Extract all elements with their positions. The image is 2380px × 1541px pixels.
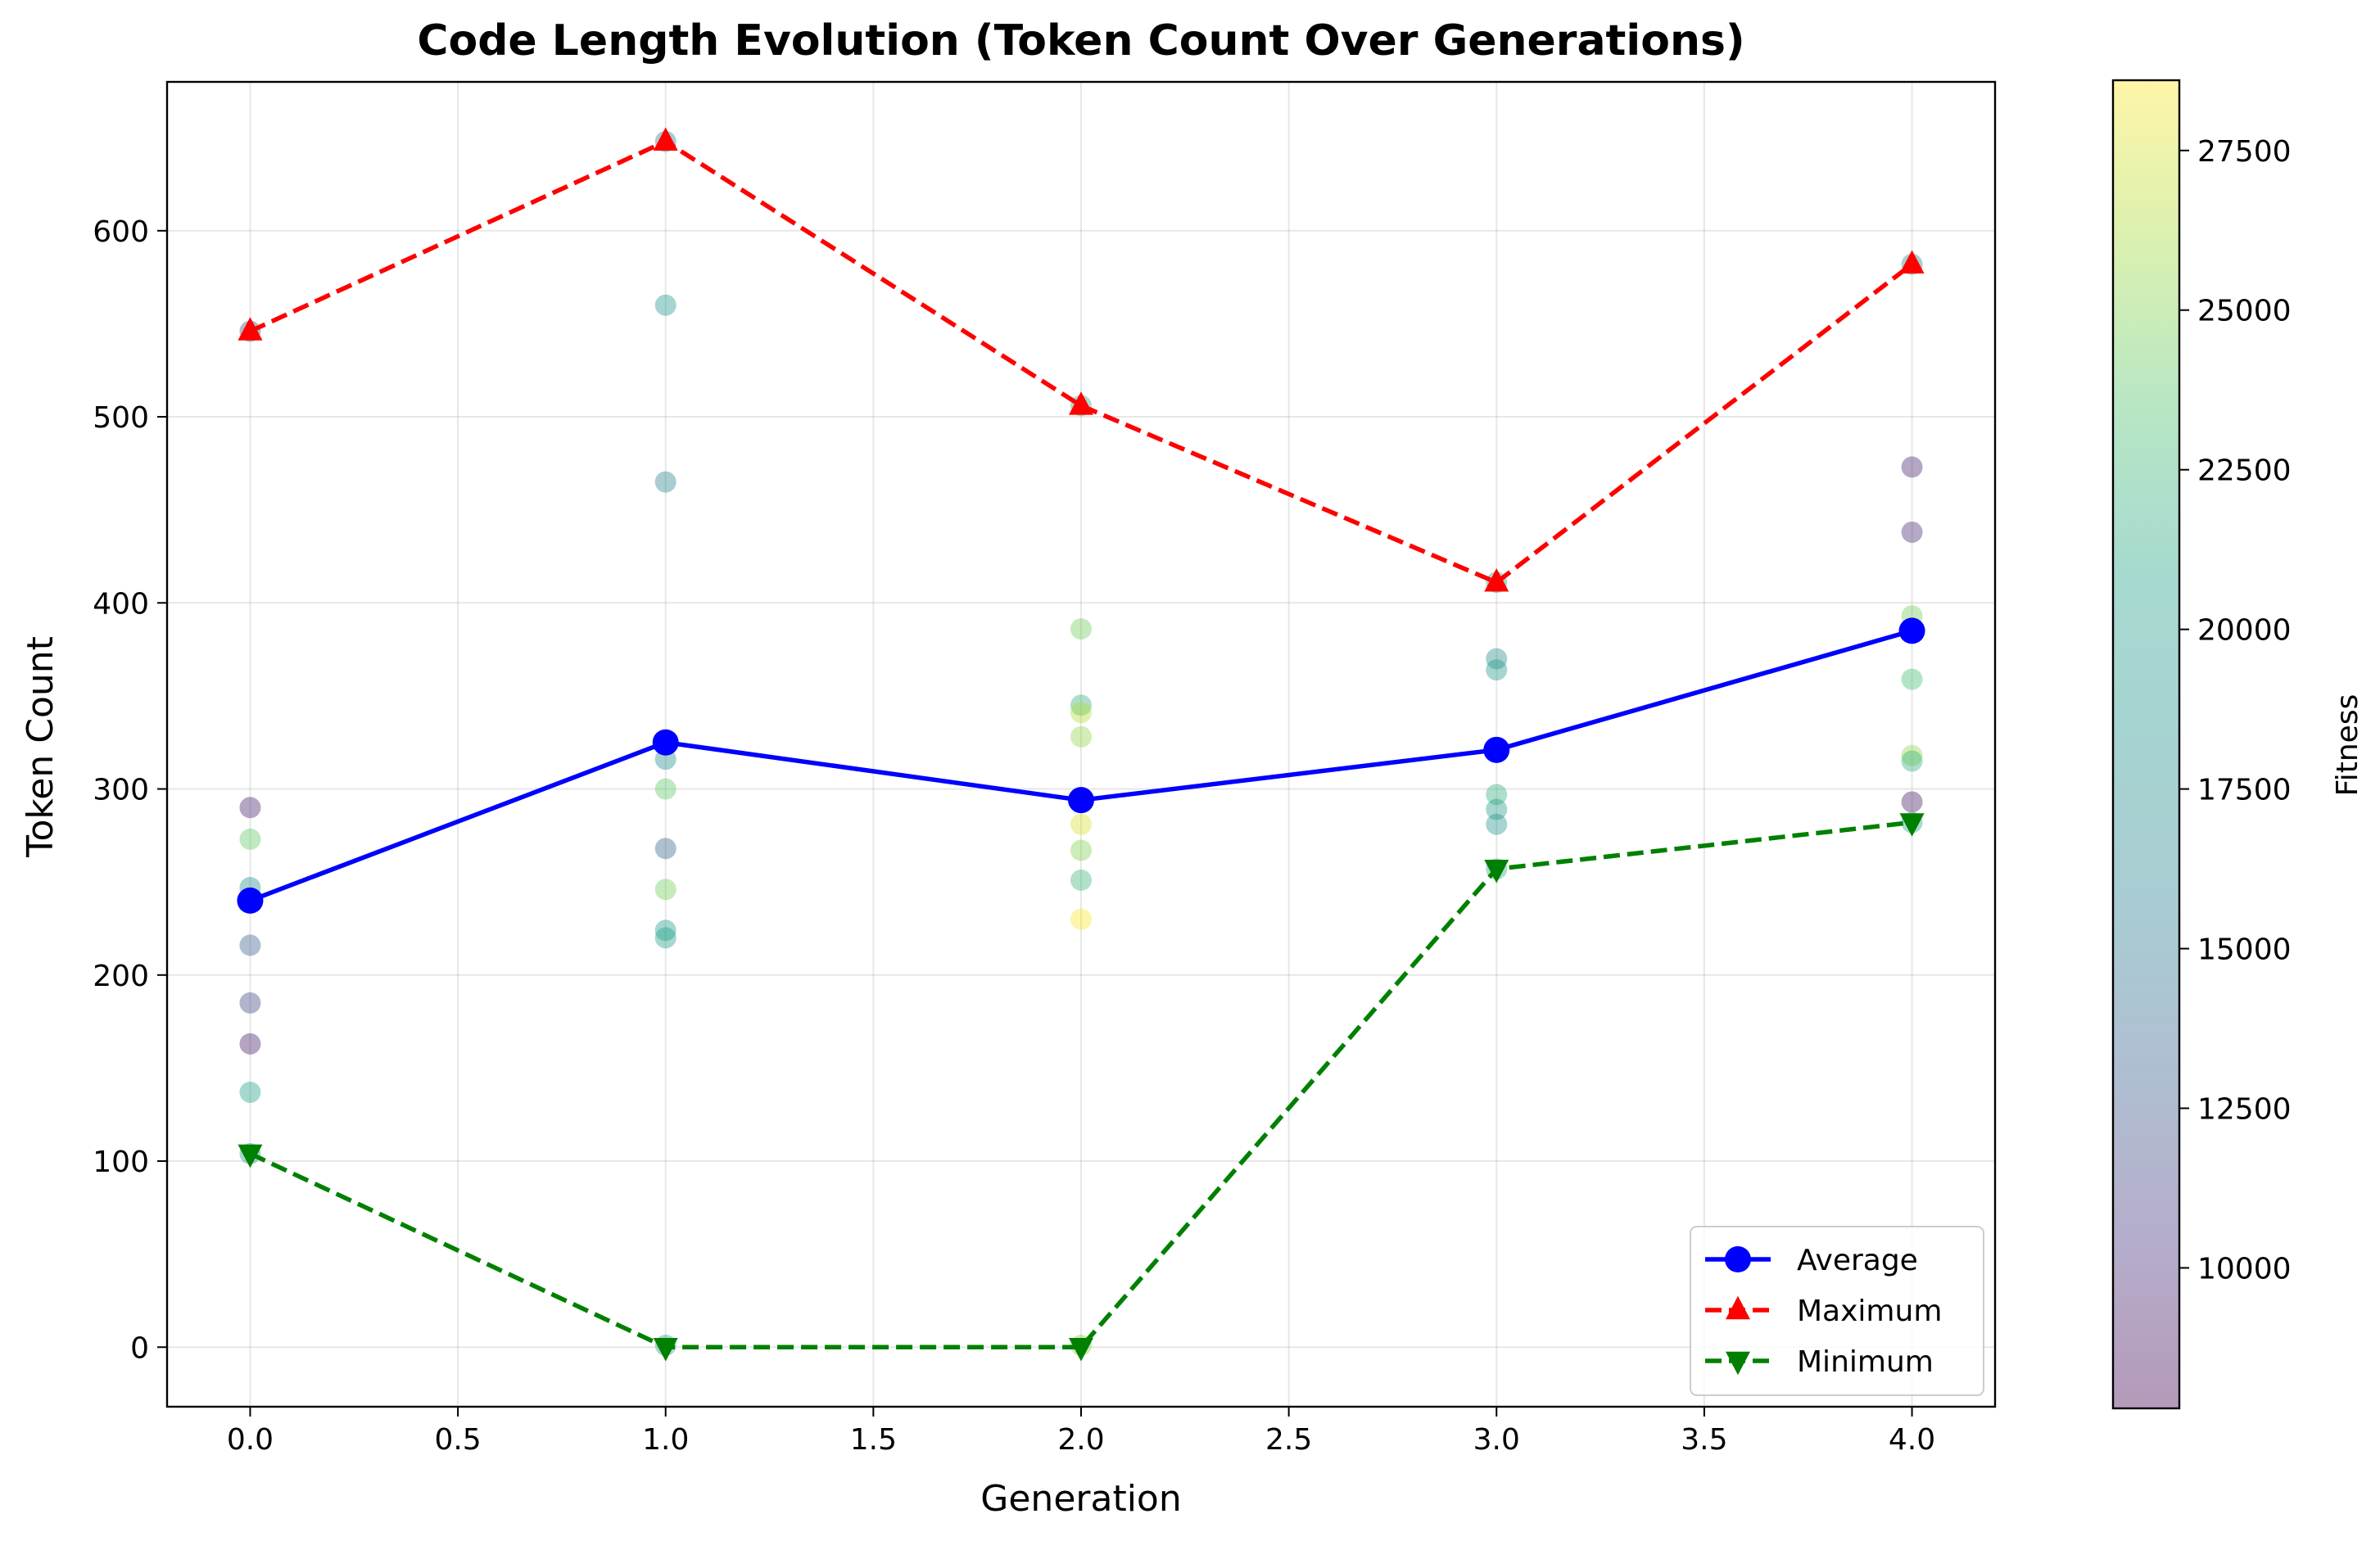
scatter-point xyxy=(654,879,676,901)
legend-label-average: Average xyxy=(1797,1244,1918,1277)
scatter-point xyxy=(1901,791,1923,813)
scatter-point xyxy=(1901,750,1923,772)
legend-label-maximum: Maximum xyxy=(1797,1295,1942,1328)
x-tick-label: 4.0 xyxy=(1889,1423,1935,1457)
scatter-point xyxy=(1070,813,1092,835)
scatter-point xyxy=(1486,659,1508,681)
x-axis-label: Generation xyxy=(980,1478,1181,1520)
legend-marker-average xyxy=(1725,1246,1751,1272)
colorbar-tick-label: 25000 xyxy=(2197,295,2292,328)
y-axis-ticks: 0 100 200 300 400 500 600 xyxy=(93,215,167,1365)
marker-maximum xyxy=(653,127,678,151)
x-tick-label: 0.5 xyxy=(434,1423,481,1457)
series-line-maximum xyxy=(249,138,1914,585)
scatter-point xyxy=(1486,784,1508,806)
scatter-point xyxy=(654,920,676,942)
colorbar-ticks: 10000 12500 15000 17500 20000 22500 25000 27500 xyxy=(2179,135,2292,1286)
scatter-point xyxy=(239,797,261,819)
plot-area: 0.0 0.5 1.0 1.5 2.0 2.5 3.0 3.5 4.0 0 100 200 300 40… xyxy=(93,80,1997,1457)
x-tick-label: 1.5 xyxy=(850,1423,897,1457)
x-tick-label: 1.0 xyxy=(642,1423,689,1457)
marker-average xyxy=(1068,787,1094,814)
x-tick-label: 2.0 xyxy=(1057,1423,1104,1457)
colorbar-tick-label: 10000 xyxy=(2197,1252,2292,1286)
legend-box xyxy=(1690,1226,1984,1396)
legend-marker-minimum xyxy=(1726,1351,1750,1376)
colorbar-tick-label: 17500 xyxy=(2197,774,2292,807)
colorbar-tick-label: 27500 xyxy=(2197,135,2292,169)
colorbar: 10000 12500 15000 17500 20000 22500 25000 27500… xyxy=(2111,79,2364,1410)
legend-marker-maximum xyxy=(1726,1295,1750,1320)
marker-average xyxy=(1898,617,1925,644)
legend: Average Maximum Minimum xyxy=(1690,1226,1984,1396)
scatter-point xyxy=(1486,813,1508,835)
marker-average xyxy=(1483,736,1510,763)
marker-average xyxy=(652,729,679,756)
y-tick-label: 600 xyxy=(93,215,149,249)
marker-average xyxy=(237,887,264,914)
marker-minimum xyxy=(653,1338,678,1362)
scatter-point xyxy=(239,992,261,1014)
colorbar-tick-label: 20000 xyxy=(2197,614,2292,648)
marker-minimum xyxy=(238,1144,263,1168)
marker-maximum xyxy=(1069,391,1093,415)
scatter-point xyxy=(654,294,676,316)
scatter-point xyxy=(654,471,676,493)
chart-title: Code Length Evolution (Token Count Over … xyxy=(417,16,1744,66)
x-tick-label: 0.0 xyxy=(227,1423,274,1457)
scatter-point xyxy=(1486,648,1508,670)
scatter-point xyxy=(1070,869,1092,891)
scatter-point xyxy=(1070,618,1092,640)
marker-minimum xyxy=(1069,1338,1093,1362)
x-axis-ticks: 0.0 0.5 1.0 1.5 2.0 2.5 3.0 3.5 4.0 xyxy=(227,1407,1935,1457)
scatter-point xyxy=(1486,798,1508,820)
colorbar-frame xyxy=(2111,79,2181,1410)
colorbar-gradient xyxy=(2113,80,2179,1408)
scatter-point xyxy=(239,1033,261,1055)
colorbar-tick-label: 22500 xyxy=(2197,454,2292,488)
y-tick-label: 500 xyxy=(93,401,149,435)
scatter-point xyxy=(1901,456,1923,478)
scatter-point xyxy=(654,927,676,949)
scatter-point xyxy=(1070,839,1092,861)
marker-minimum xyxy=(1899,813,1925,837)
y-tick-label: 300 xyxy=(93,774,149,807)
x-tick-label: 3.5 xyxy=(1681,1423,1727,1457)
scatter-point xyxy=(239,828,261,850)
colorbar-tick-label: 15000 xyxy=(2197,933,2292,967)
series-line-minimum xyxy=(249,820,1912,1350)
y-axis-label: Token Count xyxy=(20,636,61,858)
scatter-point xyxy=(1901,744,1923,766)
colorbar-tick-label: 12500 xyxy=(2197,1092,2292,1126)
y-tick-label: 200 xyxy=(93,960,149,993)
marker-maximum xyxy=(238,317,263,341)
x-tick-label: 3.0 xyxy=(1473,1423,1520,1457)
legend-label-minimum: Minimum xyxy=(1797,1345,1934,1379)
scatter-point xyxy=(1070,725,1092,748)
marker-maximum xyxy=(1484,568,1509,592)
scatter-point xyxy=(1070,694,1092,716)
colorbar-label: Fitness xyxy=(2331,694,2364,797)
series-lines xyxy=(237,127,1925,1362)
scatter-point xyxy=(1901,668,1923,690)
marker-maximum xyxy=(1899,250,1925,273)
scatter-point xyxy=(239,934,261,956)
scatter-point xyxy=(1901,521,1923,543)
y-tick-label: 0 xyxy=(130,1331,149,1365)
scatter-point xyxy=(1070,908,1092,930)
y-tick-label: 100 xyxy=(93,1146,149,1179)
x-tick-label: 2.5 xyxy=(1265,1423,1312,1457)
y-tick-label: 400 xyxy=(93,587,149,621)
scatter-point xyxy=(1070,702,1092,724)
marker-minimum xyxy=(1484,860,1509,883)
scatter-point xyxy=(239,1081,261,1103)
scatter-point xyxy=(654,838,676,860)
scatter-point xyxy=(654,778,676,800)
